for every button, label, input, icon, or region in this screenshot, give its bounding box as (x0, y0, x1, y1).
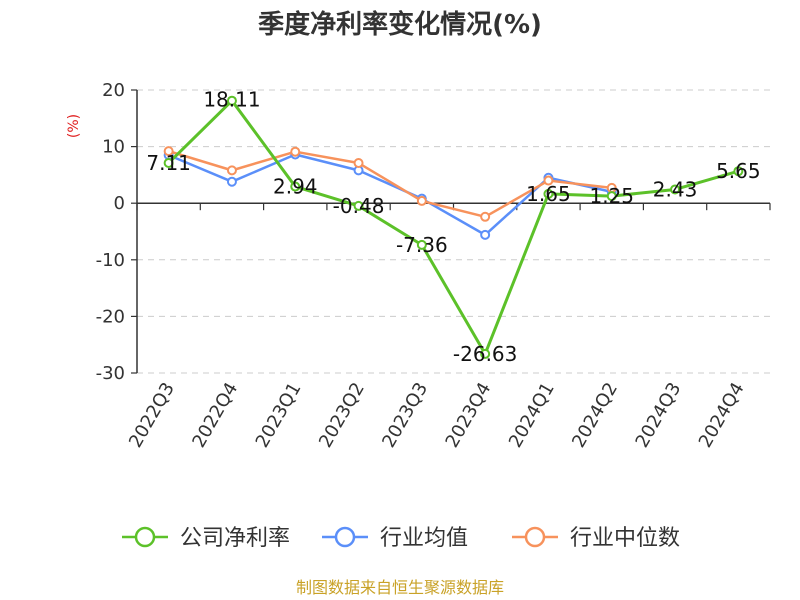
gridlines (137, 89, 770, 374)
x-tick-label: 2024Q1 (505, 379, 559, 451)
data-point (480, 211, 491, 222)
data-label: -26.63 (453, 342, 517, 366)
data-point (226, 165, 237, 176)
legend-marker (134, 526, 156, 548)
data-point (290, 181, 301, 192)
data-point (353, 158, 364, 169)
x-tick-label: 2024Q3 (631, 379, 685, 451)
data-point (163, 157, 174, 168)
data-point (606, 191, 617, 202)
legend-label: 行业中位数 (570, 526, 680, 551)
data-labels: 7.11 18.11 2.94 -0.48 -7.36 -26.63 1.65 1.25 2.4… (146, 88, 760, 366)
x-tick-label: 2023Q1 (252, 379, 306, 451)
data-point (416, 239, 427, 250)
axes (136, 90, 770, 373)
y-tick-label: 20 (102, 80, 125, 101)
y-tick-label: 10 (102, 137, 125, 158)
legend-marker (334, 526, 356, 548)
legend: 公司净利率 行业均值 行业中位数 (122, 526, 680, 551)
data-label: -7.36 (396, 233, 448, 257)
data-label: 2.43 (653, 177, 698, 201)
x-tick-label: 2022Q4 (188, 379, 242, 451)
y-tick-label: -30 (96, 363, 125, 384)
data-label: 7.11 (146, 151, 191, 175)
data-label: 1.25 (589, 184, 634, 208)
data-point (226, 95, 237, 106)
y-axis-unit-label: (%) (66, 114, 82, 138)
x-tick-label: 2022Q3 (125, 379, 179, 451)
data-label: 2.94 (273, 175, 318, 199)
chart-title: 季度净利率变化情况(%) (258, 9, 542, 40)
x-tick-label: 2023Q2 (315, 379, 369, 451)
data-point (416, 195, 427, 206)
legend-marker (524, 526, 546, 548)
y-tick-label: -10 (96, 250, 125, 271)
series-lines (163, 95, 744, 359)
y-tick-label: -20 (96, 306, 125, 327)
data-point (163, 146, 174, 157)
data-point (543, 175, 554, 186)
series-line (168, 149, 612, 219)
legend-label: 公司净利率 (180, 526, 290, 551)
y-axis-ticks: 20 10 0 -10 -20 -30 (96, 80, 137, 384)
x-tick-label: 2024Q2 (568, 379, 622, 451)
data-point (480, 348, 491, 359)
x-tick-label: 2024Q4 (695, 379, 749, 451)
data-point (353, 200, 364, 211)
data-point (543, 188, 554, 199)
source-caption: 制图数据来自恒生聚源数据库 (296, 578, 504, 597)
x-tick-label: 2023Q4 (442, 379, 496, 451)
data-label: 1.65 (526, 182, 571, 206)
data-point (480, 229, 491, 240)
data-point (733, 166, 744, 177)
legend-label: 行业均值 (380, 526, 468, 551)
data-point (226, 176, 237, 187)
x-tick-label: 2023Q3 (378, 379, 432, 451)
data-label: 18.11 (203, 88, 260, 112)
data-point (290, 146, 301, 157)
y-tick-label: 0 (114, 193, 125, 214)
data-label: 5.65 (716, 159, 761, 183)
series-line (167, 99, 739, 356)
data-label: -0.48 (333, 194, 385, 218)
data-point (670, 184, 681, 195)
